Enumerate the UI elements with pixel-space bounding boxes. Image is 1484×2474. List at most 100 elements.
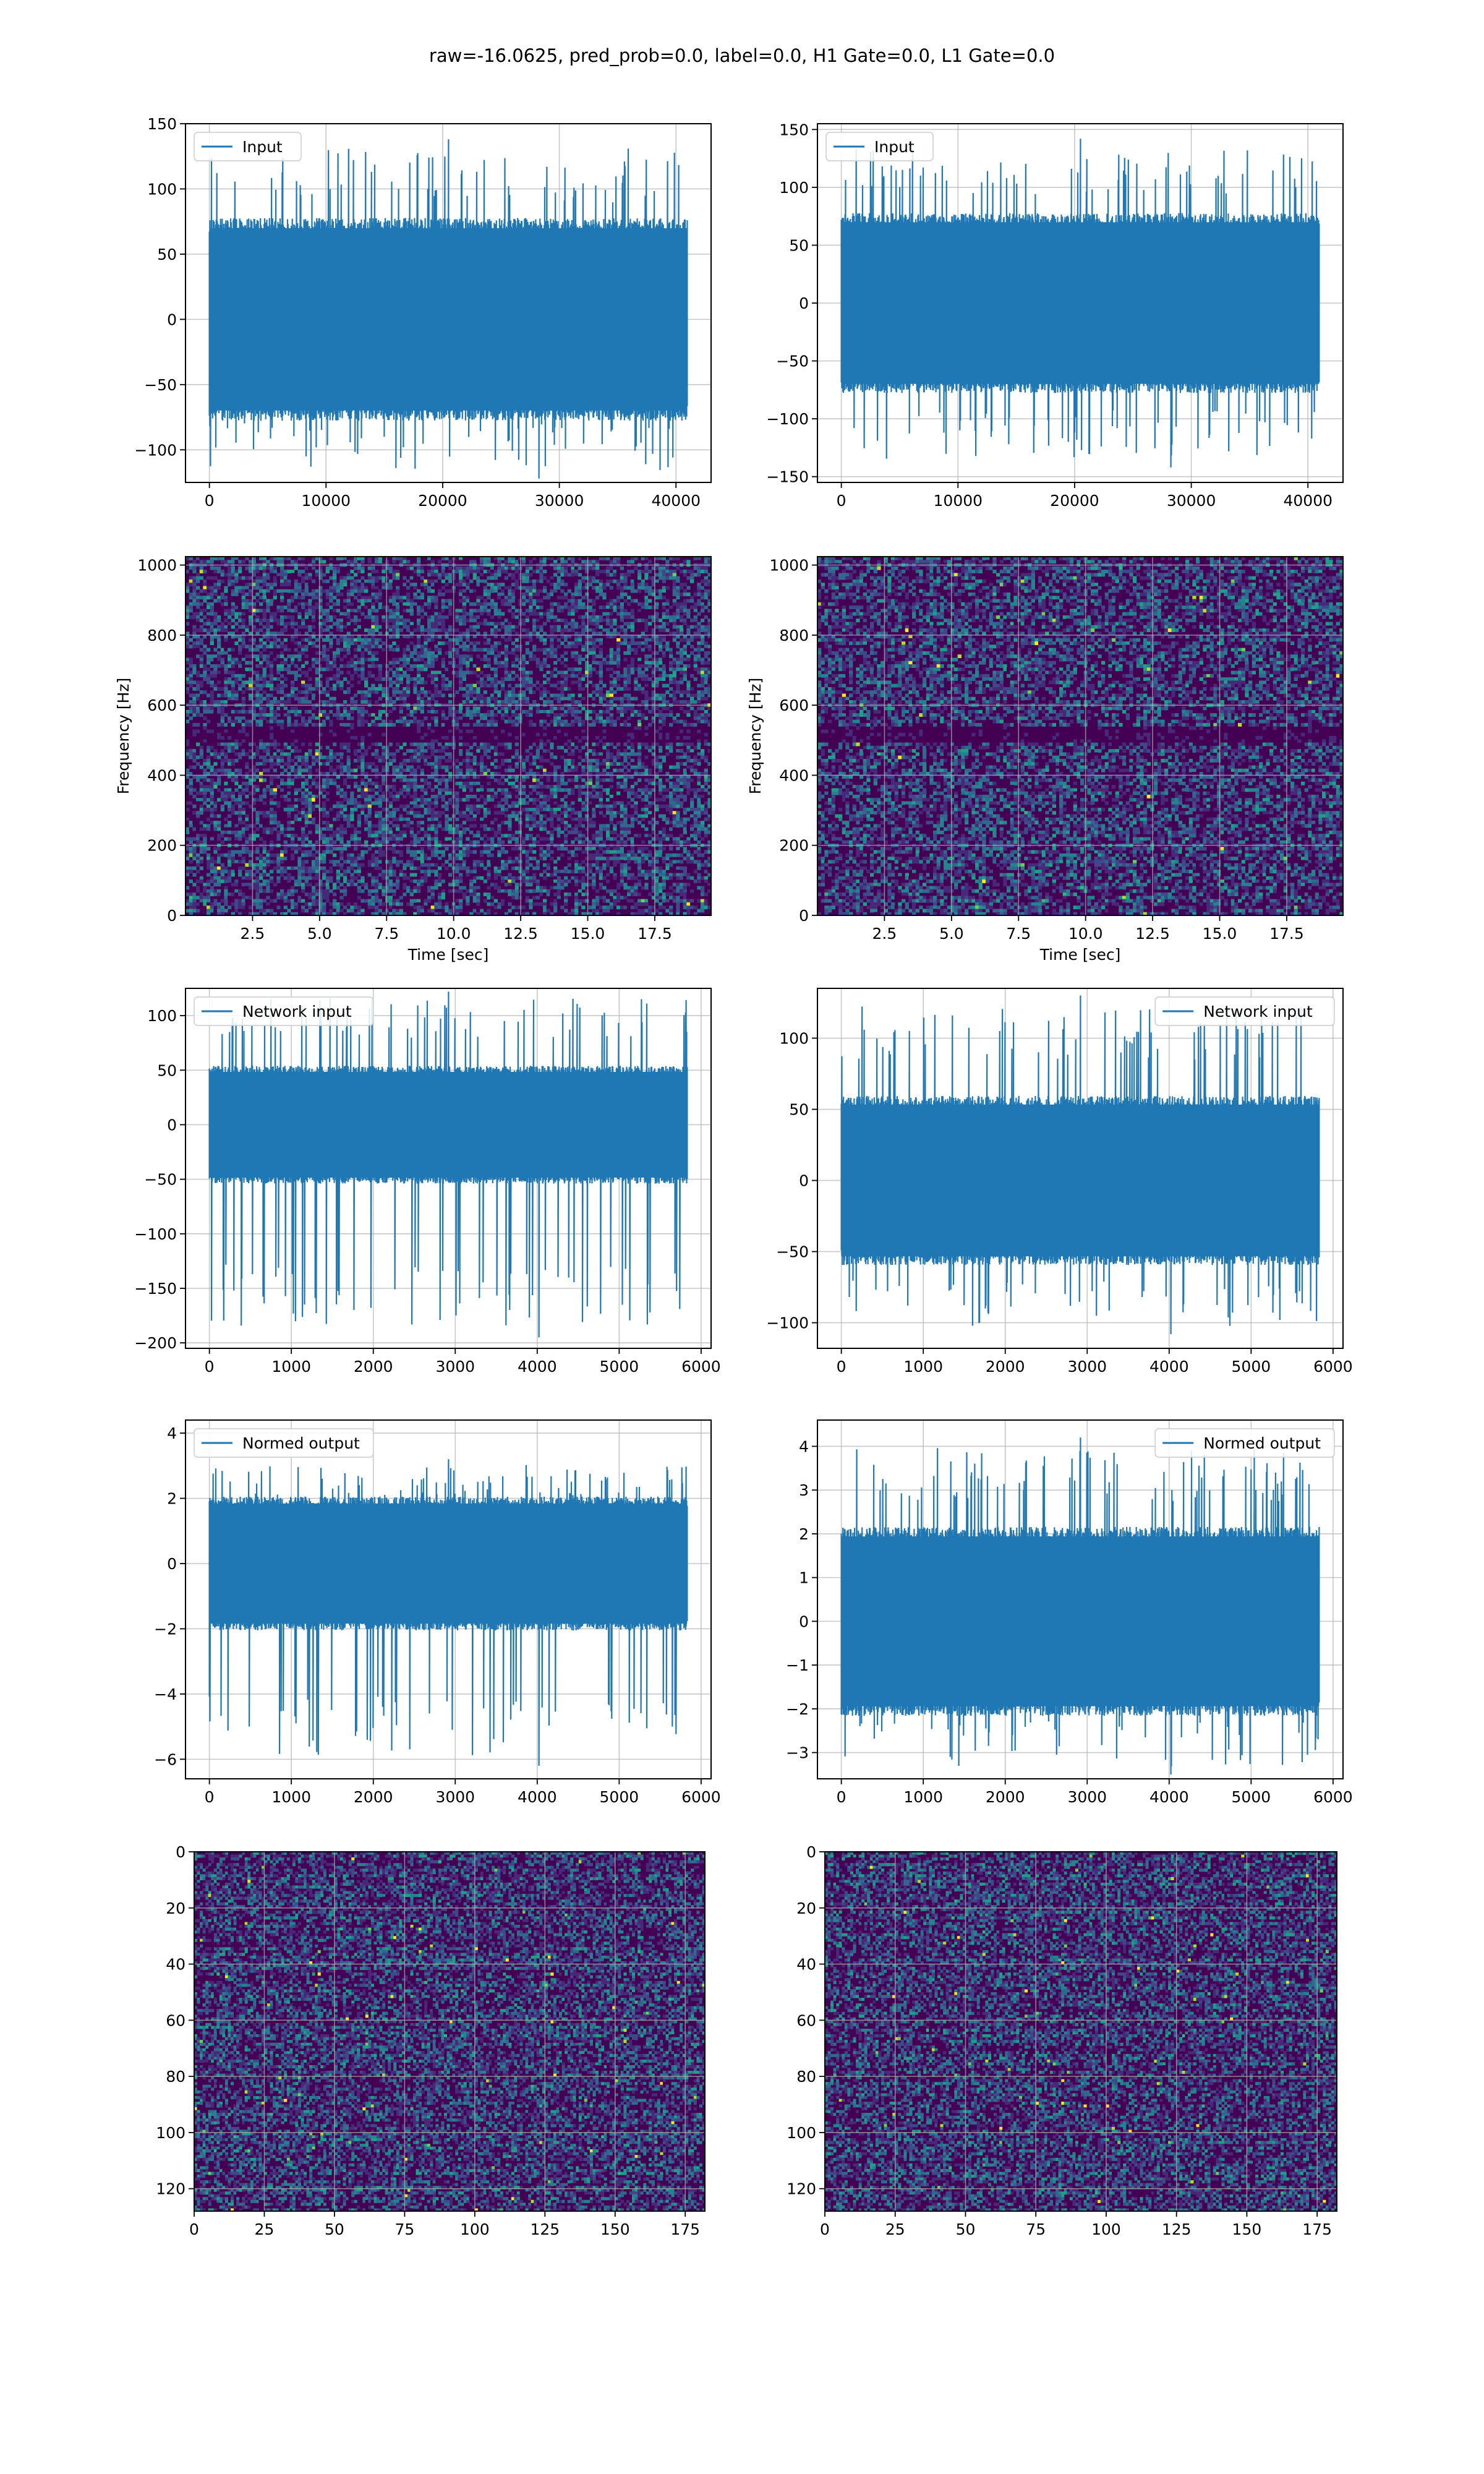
input-l1-ytick-label: −100	[766, 410, 809, 428]
spectrogram-h1-panel: 2.5 5.0 7.5 10.0 12.5 15.0 17.5020040060080010…	[114, 557, 712, 964]
input-l1-ytick-label: 150	[779, 121, 809, 139]
input-h1-ytick-label: 50	[157, 246, 177, 263]
normed-output-h1-ytick-label: −6	[154, 1750, 177, 1768]
normed-output-l1-xtick-label: 6000	[1313, 1788, 1353, 1806]
network-input-h1-legend: Network input	[194, 997, 373, 1025]
feature-map-l1-heatmap	[825, 1852, 1337, 2212]
input-l1-panel: 0 10000 20000 30000 40000−150−100−5005010015…	[766, 121, 1343, 510]
spectrogram-l1-xtick-label: 17.5	[1269, 925, 1304, 943]
normed-output-l1-ytick-label: −3	[786, 1744, 809, 1762]
input-l1-ytick-label: 50	[789, 236, 809, 254]
normed-output-h1-xtick-label: 6000	[681, 1788, 721, 1806]
input-l1-ytick-label: 100	[779, 179, 809, 197]
network-input-h1-xtick-label: 5000	[600, 1358, 639, 1376]
feature-map-l1-xtick-label: 125	[1162, 2220, 1192, 2238]
input-l1-xtick-label: 0	[837, 492, 846, 510]
spectrogram-h1-xtick-label: 2.5	[241, 925, 265, 943]
spectrogram-h1-xtick-label: 7.5	[374, 925, 399, 943]
normed-output-l1-series-body	[842, 1536, 1320, 1706]
normed-output-l1-ytick-label: 1	[799, 1569, 809, 1587]
normed-output-l1-legend-label: Normed output	[1203, 1434, 1321, 1452]
feature-map-h1-xtick-label: 100	[460, 2220, 490, 2238]
spectrogram-h1-xtick-label: 17.5	[638, 925, 672, 943]
network-input-l1-series-body	[842, 1105, 1320, 1256]
network-input-h1-ytick-label: −100	[134, 1225, 177, 1243]
spectrogram-l1-heatmap	[817, 557, 1344, 916]
input-h1-xtick-label: 20000	[418, 492, 467, 510]
network-input-l1-xtick-label: 2000	[986, 1358, 1025, 1376]
input-h1-legend-label: Input	[242, 138, 283, 156]
network-input-l1-xtick-label: 5000	[1232, 1358, 1271, 1376]
normed-output-h1-panel: 0 1000 2000 3000 4000 5000 6000−6−4−2024Normed…	[154, 1420, 721, 1806]
feature-map-l1-xtick-label: 150	[1232, 2220, 1262, 2238]
spectrogram-l1-ytick-label: 1000	[769, 557, 809, 575]
feature-map-h1-ytick-label: 60	[166, 2011, 186, 2029]
feature-map-h1-heatmap	[194, 1852, 706, 2212]
input-h1-panel: 0 10000 20000 30000 40000−100−50050100150Inp…	[134, 115, 711, 510]
spectrogram-h1-ylabel: Frequency [Hz]	[114, 678, 132, 795]
feature-map-l1-ytick-label: 20	[796, 1899, 816, 1917]
feature-map-l1-xtick-label: 175	[1302, 2220, 1332, 2238]
network-input-l1-panel: 0 1000 2000 3000 4000 5000 6000−100−50050100Ne…	[766, 988, 1352, 1376]
normed-output-l1-legend: Normed output	[1155, 1429, 1334, 1457]
spectrogram-l1-ytick-label: 600	[779, 696, 809, 714]
input-l1-legend: Input	[826, 132, 933, 161]
spectrogram-h1-ytick-label: 400	[147, 766, 177, 784]
spectrogram-h1-xlabel: Time [sec]	[407, 946, 489, 964]
feature-map-h1-ytick-label: 100	[156, 2124, 186, 2142]
figure-suptitle: raw=-16.0625, pred_prob=0.0, label=0.0, …	[429, 45, 1055, 66]
input-l1-xtick-label: 30000	[1167, 492, 1216, 510]
feature-map-h1-xtick-label: 125	[530, 2220, 560, 2238]
network-input-h1-ytick-label: −200	[134, 1334, 177, 1352]
spectrogram-l1-xlabel: Time [sec]	[1039, 946, 1121, 964]
normed-output-h1-xtick-label: 5000	[600, 1788, 639, 1806]
feature-map-h1-xtick-label: 75	[394, 2220, 414, 2238]
feature-map-h1-xtick-label: 175	[670, 2220, 700, 2238]
feature-map-l1-xtick-label: 50	[956, 2220, 976, 2238]
feature-map-l1-ytick-label: 60	[796, 2011, 816, 2029]
normed-output-l1-xtick-label: 0	[837, 1788, 846, 1806]
normed-output-h1-series-body	[210, 1504, 688, 1624]
input-h1-legend: Input	[194, 132, 301, 161]
spectrogram-h1-ytick-label: 0	[167, 907, 177, 925]
network-input-l1-xtick-label: 3000	[1067, 1358, 1107, 1376]
input-h1-ytick-label: 0	[167, 310, 177, 328]
feature-map-h1-ytick-label: 40	[166, 1956, 186, 1974]
feature-map-l1-xtick-label: 75	[1026, 2220, 1046, 2238]
network-input-h1-ytick-label: 100	[147, 1007, 177, 1025]
spectrogram-h1-ytick-label: 800	[147, 627, 177, 644]
network-input-h1-xtick-label: 4000	[518, 1358, 557, 1376]
normed-output-l1-xtick-label: 5000	[1232, 1788, 1271, 1806]
spectrogram-l1-panel: 2.5 5.0 7.5 10.0 12.5 15.0 17.5020040060080010…	[746, 557, 1344, 964]
network-input-l1-legend-label: Network input	[1203, 1003, 1313, 1021]
input-h1-series-body	[210, 228, 688, 411]
spectrogram-l1-xtick-label: 2.5	[872, 925, 897, 943]
network-input-h1-panel: 0 1000 2000 3000 4000 5000 6000−200−150−100−50…	[134, 988, 720, 1376]
network-input-h1-ytick-label: 50	[157, 1061, 177, 1079]
spectrogram-l1-ylabel: Frequency [Hz]	[746, 678, 764, 795]
spectrogram-h1-xtick-label: 15.0	[571, 925, 605, 943]
input-l1-ytick-label: 0	[799, 294, 809, 312]
feature-map-h1-xtick-label: 0	[189, 2220, 199, 2238]
input-l1-ytick-label: −150	[766, 468, 809, 486]
input-l1-ytick-label: −50	[776, 353, 809, 370]
spectrogram-h1-ytick-label: 600	[147, 696, 177, 714]
input-l1-xtick-label: 10000	[934, 492, 983, 510]
input-h1-xtick-label: 30000	[535, 492, 584, 510]
feature-map-h1-ytick-label: 20	[166, 1899, 186, 1917]
normed-output-h1-ytick-label: 0	[167, 1555, 177, 1573]
normed-output-l1-ytick-label: 0	[799, 1612, 809, 1630]
feature-map-h1-xtick-label: 50	[325, 2220, 344, 2238]
network-input-h1-xtick-label: 3000	[435, 1358, 475, 1376]
network-input-l1-ytick-label: −100	[766, 1314, 809, 1332]
input-l1-series-body	[842, 222, 1320, 383]
feature-map-l1-xtick-label: 100	[1091, 2220, 1121, 2238]
normed-output-l1-ytick-label: −1	[786, 1656, 809, 1674]
spectrogram-l1-xtick-label: 5.0	[939, 925, 964, 943]
normed-output-h1-ytick-label: 2	[167, 1490, 177, 1508]
feature-map-h1-xtick-label: 150	[600, 2220, 630, 2238]
feature-map-l1-ytick-label: 0	[806, 1843, 816, 1861]
feature-map-h1-ytick-label: 80	[166, 2068, 186, 2086]
